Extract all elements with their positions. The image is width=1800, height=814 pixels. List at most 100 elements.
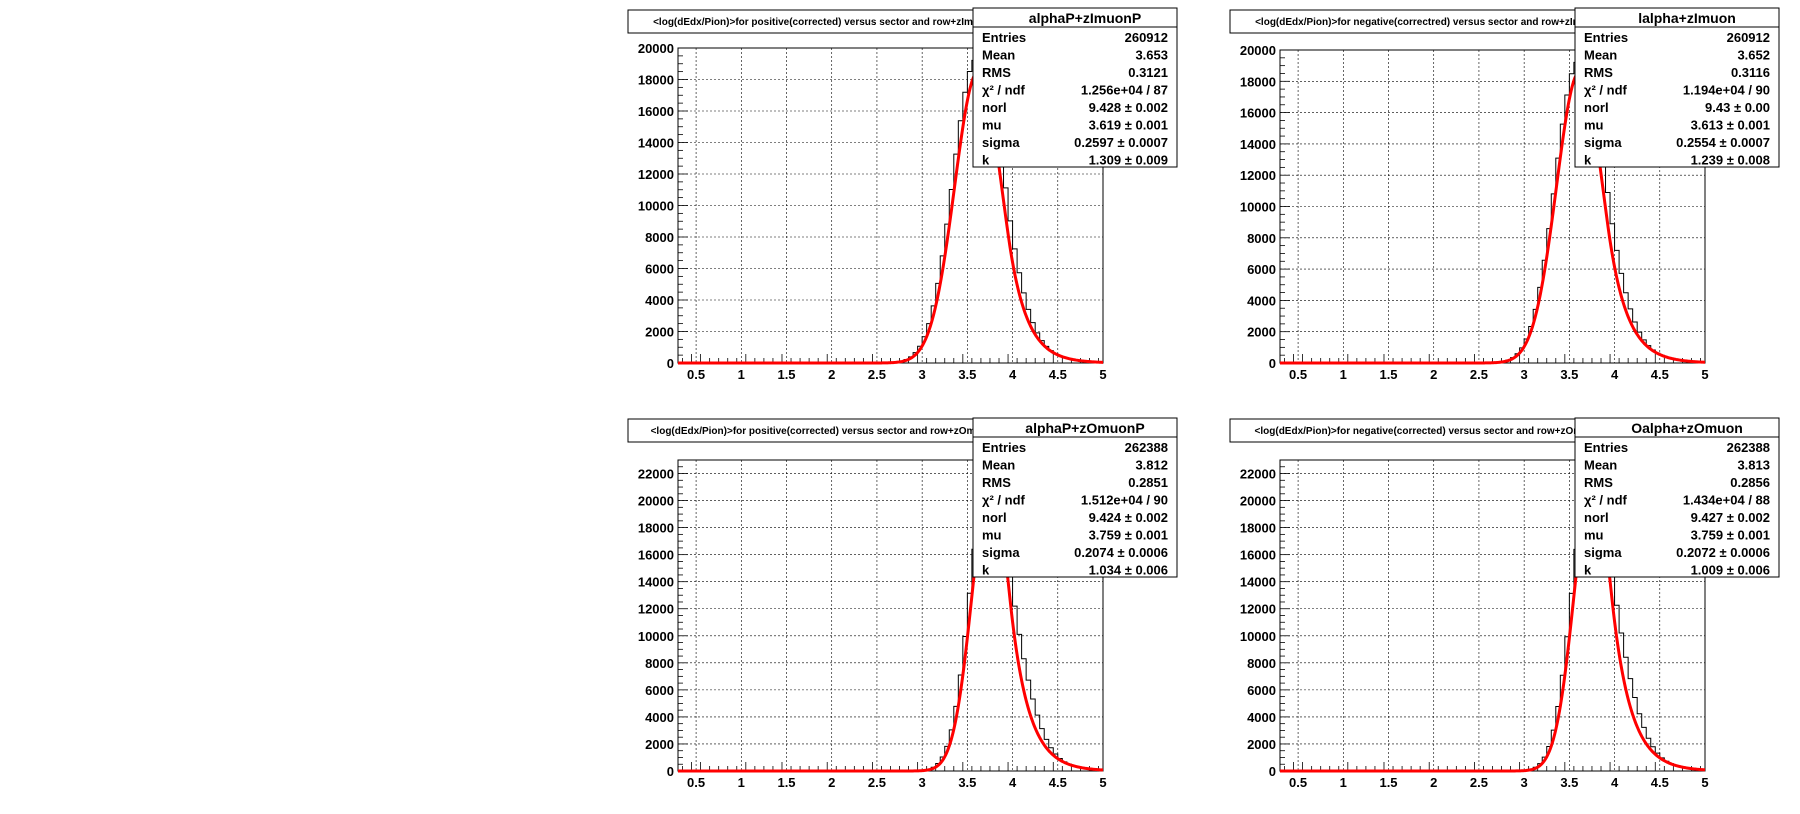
x-tick-label: 1.5 xyxy=(777,775,795,790)
stats-box xyxy=(1574,7,1780,168)
x-tick-label: 3 xyxy=(919,775,926,790)
x-tick-label: 2 xyxy=(1430,775,1437,790)
y-tick-label: 4000 xyxy=(645,293,674,308)
y-tick-label: 6000 xyxy=(1247,262,1276,277)
y-tick-label: 12000 xyxy=(638,602,674,617)
stats-value: 9.427 ± 0.002 xyxy=(1691,510,1770,525)
histogram-panel-1: 0.5 1 1.5 2 2.5 3 3.5 4 4.5 5 0 2000 4000 6000 8000 100… xyxy=(627,7,1178,382)
x-tick-label: 4 xyxy=(1611,367,1619,382)
y-tick-label: 8000 xyxy=(1247,231,1276,246)
stats-name: lalpha+zImuon xyxy=(1638,10,1736,26)
y-tick-label: 10000 xyxy=(638,629,674,644)
stats-value: 0.2597 ± 0.0007 xyxy=(1074,135,1168,150)
x-tick-label: 3.5 xyxy=(1560,367,1578,382)
stats-label: norl xyxy=(982,510,1007,525)
y-tick-label: 12000 xyxy=(1240,602,1276,617)
y-tick-label: 10000 xyxy=(638,199,674,214)
stats-value: 1.009 ± 0.006 xyxy=(1691,563,1770,578)
fit-curve xyxy=(1280,70,1706,365)
stats-value: 0.2072 ± 0.0006 xyxy=(1676,545,1770,560)
stats-value: 262388 xyxy=(1727,440,1770,455)
x-tick-label: 4.5 xyxy=(1049,367,1067,382)
x-tick-label: 4 xyxy=(1611,775,1619,790)
x-tick-label: 3.5 xyxy=(1560,775,1578,790)
stats-label: norl xyxy=(1584,510,1609,525)
histogram-panel-2: 0.5 1 1.5 2 2.5 3 3.5 4 4.5 5 0 2000 4000 6000 8000 100… xyxy=(1229,7,1780,382)
stats-label: k xyxy=(982,153,990,168)
x-tick-label: 0.5 xyxy=(1289,775,1307,790)
y-tick-label: 22000 xyxy=(638,467,674,482)
x-tick-label: 3 xyxy=(919,367,926,382)
stats-value: 0.3116 xyxy=(1731,65,1770,80)
y-tick-label: 22000 xyxy=(1240,467,1276,482)
stats-label: Entries xyxy=(1584,30,1628,45)
y-tick-label: 2000 xyxy=(1247,325,1276,340)
x-tick-label: 5 xyxy=(1701,775,1708,790)
stats-value: 262388 xyxy=(1125,440,1168,455)
y-tick-label: 6000 xyxy=(1247,683,1276,698)
stats-label: Entries xyxy=(1584,440,1628,455)
stats-label: k xyxy=(1584,563,1592,578)
stats-value: 9.424 ± 0.002 xyxy=(1089,510,1168,525)
stats-label: Entries xyxy=(982,30,1026,45)
x-tick-label: 3.5 xyxy=(958,367,976,382)
stats-label: mu xyxy=(982,118,1002,133)
y-tick-label: 2000 xyxy=(1247,737,1276,752)
stats-label: χ² / ndf xyxy=(1584,83,1628,98)
stats-value: 0.2856 xyxy=(1730,475,1770,490)
stats-value: 0.2554 ± 0.0007 xyxy=(1676,135,1770,150)
x-tick-label: 4.5 xyxy=(1651,775,1669,790)
x-tick-label: 1 xyxy=(1340,367,1347,382)
stats-value: 1.194e+04 / 90 xyxy=(1683,83,1770,98)
y-tick-label: 4000 xyxy=(1247,710,1276,725)
chart-title: <log(dEdx/Pion)>for negative(corrected) … xyxy=(1255,426,1601,437)
y-tick-label: 14000 xyxy=(1240,137,1276,152)
fit-curve xyxy=(678,70,1104,365)
x-tick-label: 4 xyxy=(1009,367,1017,382)
stats-label: sigma xyxy=(1584,545,1622,560)
y-tick-label: 4000 xyxy=(645,710,674,725)
stats-value: 1.034 ± 0.006 xyxy=(1089,563,1168,578)
stats-value: 1.256e+04 / 87 xyxy=(1081,83,1168,98)
stats-box xyxy=(972,7,1178,168)
stats-label: sigma xyxy=(982,135,1020,150)
y-tick-label: 0 xyxy=(1269,356,1276,371)
y-tick-label: 14000 xyxy=(638,136,674,151)
stats-value: 1.239 ± 0.008 xyxy=(1691,153,1770,168)
x-tick-label: 2.5 xyxy=(868,367,886,382)
stats-value: 1.309 ± 0.009 xyxy=(1089,153,1168,168)
stats-label: norl xyxy=(982,100,1007,115)
y-tick-label: 14000 xyxy=(1240,575,1276,590)
x-tick-label: 2 xyxy=(828,367,835,382)
stats-value: 3.813 xyxy=(1737,458,1770,473)
stats-label: RMS xyxy=(982,65,1011,80)
y-tick-label: 10000 xyxy=(1240,200,1276,215)
x-tick-label: 1.5 xyxy=(1379,775,1397,790)
stats-value: 3.759 ± 0.001 xyxy=(1691,528,1770,543)
x-tick-label: 1 xyxy=(738,775,745,790)
stats-value: 3.613 ± 0.001 xyxy=(1691,118,1770,133)
y-tick-label: 4000 xyxy=(1247,293,1276,308)
y-tick-label: 12000 xyxy=(638,167,674,182)
stats-label: Mean xyxy=(1584,458,1617,473)
stats-label: Mean xyxy=(1584,48,1617,63)
x-tick-label: 2 xyxy=(1430,367,1437,382)
y-tick-label: 20000 xyxy=(638,494,674,509)
y-tick-label: 12000 xyxy=(1240,168,1276,183)
x-tick-label: 4.5 xyxy=(1651,367,1669,382)
stats-label: RMS xyxy=(982,475,1011,490)
y-tick-label: 16000 xyxy=(638,104,674,119)
stats-value: 9.43 ± 0.00 xyxy=(1705,100,1770,115)
stats-value: 1.434e+04 / 88 xyxy=(1683,493,1770,508)
stats-value: 3.653 xyxy=(1135,48,1168,63)
x-tick-label: 5 xyxy=(1099,775,1106,790)
y-tick-label: 16000 xyxy=(638,548,674,563)
fit-curve xyxy=(1280,478,1706,773)
x-tick-label: 1.5 xyxy=(777,367,795,382)
stats-label: Mean xyxy=(982,458,1015,473)
histogram-panel-4: 0.5 1 1.5 2 2.5 3 3.5 4 4.5 5 0 2000 4000 6000 8000 100… xyxy=(1229,417,1780,790)
stats-label: RMS xyxy=(1584,475,1613,490)
chart-title: <log(dEdx/Pion)>for negative(correctred)… xyxy=(1255,17,1600,28)
stats-label: norl xyxy=(1584,100,1609,115)
